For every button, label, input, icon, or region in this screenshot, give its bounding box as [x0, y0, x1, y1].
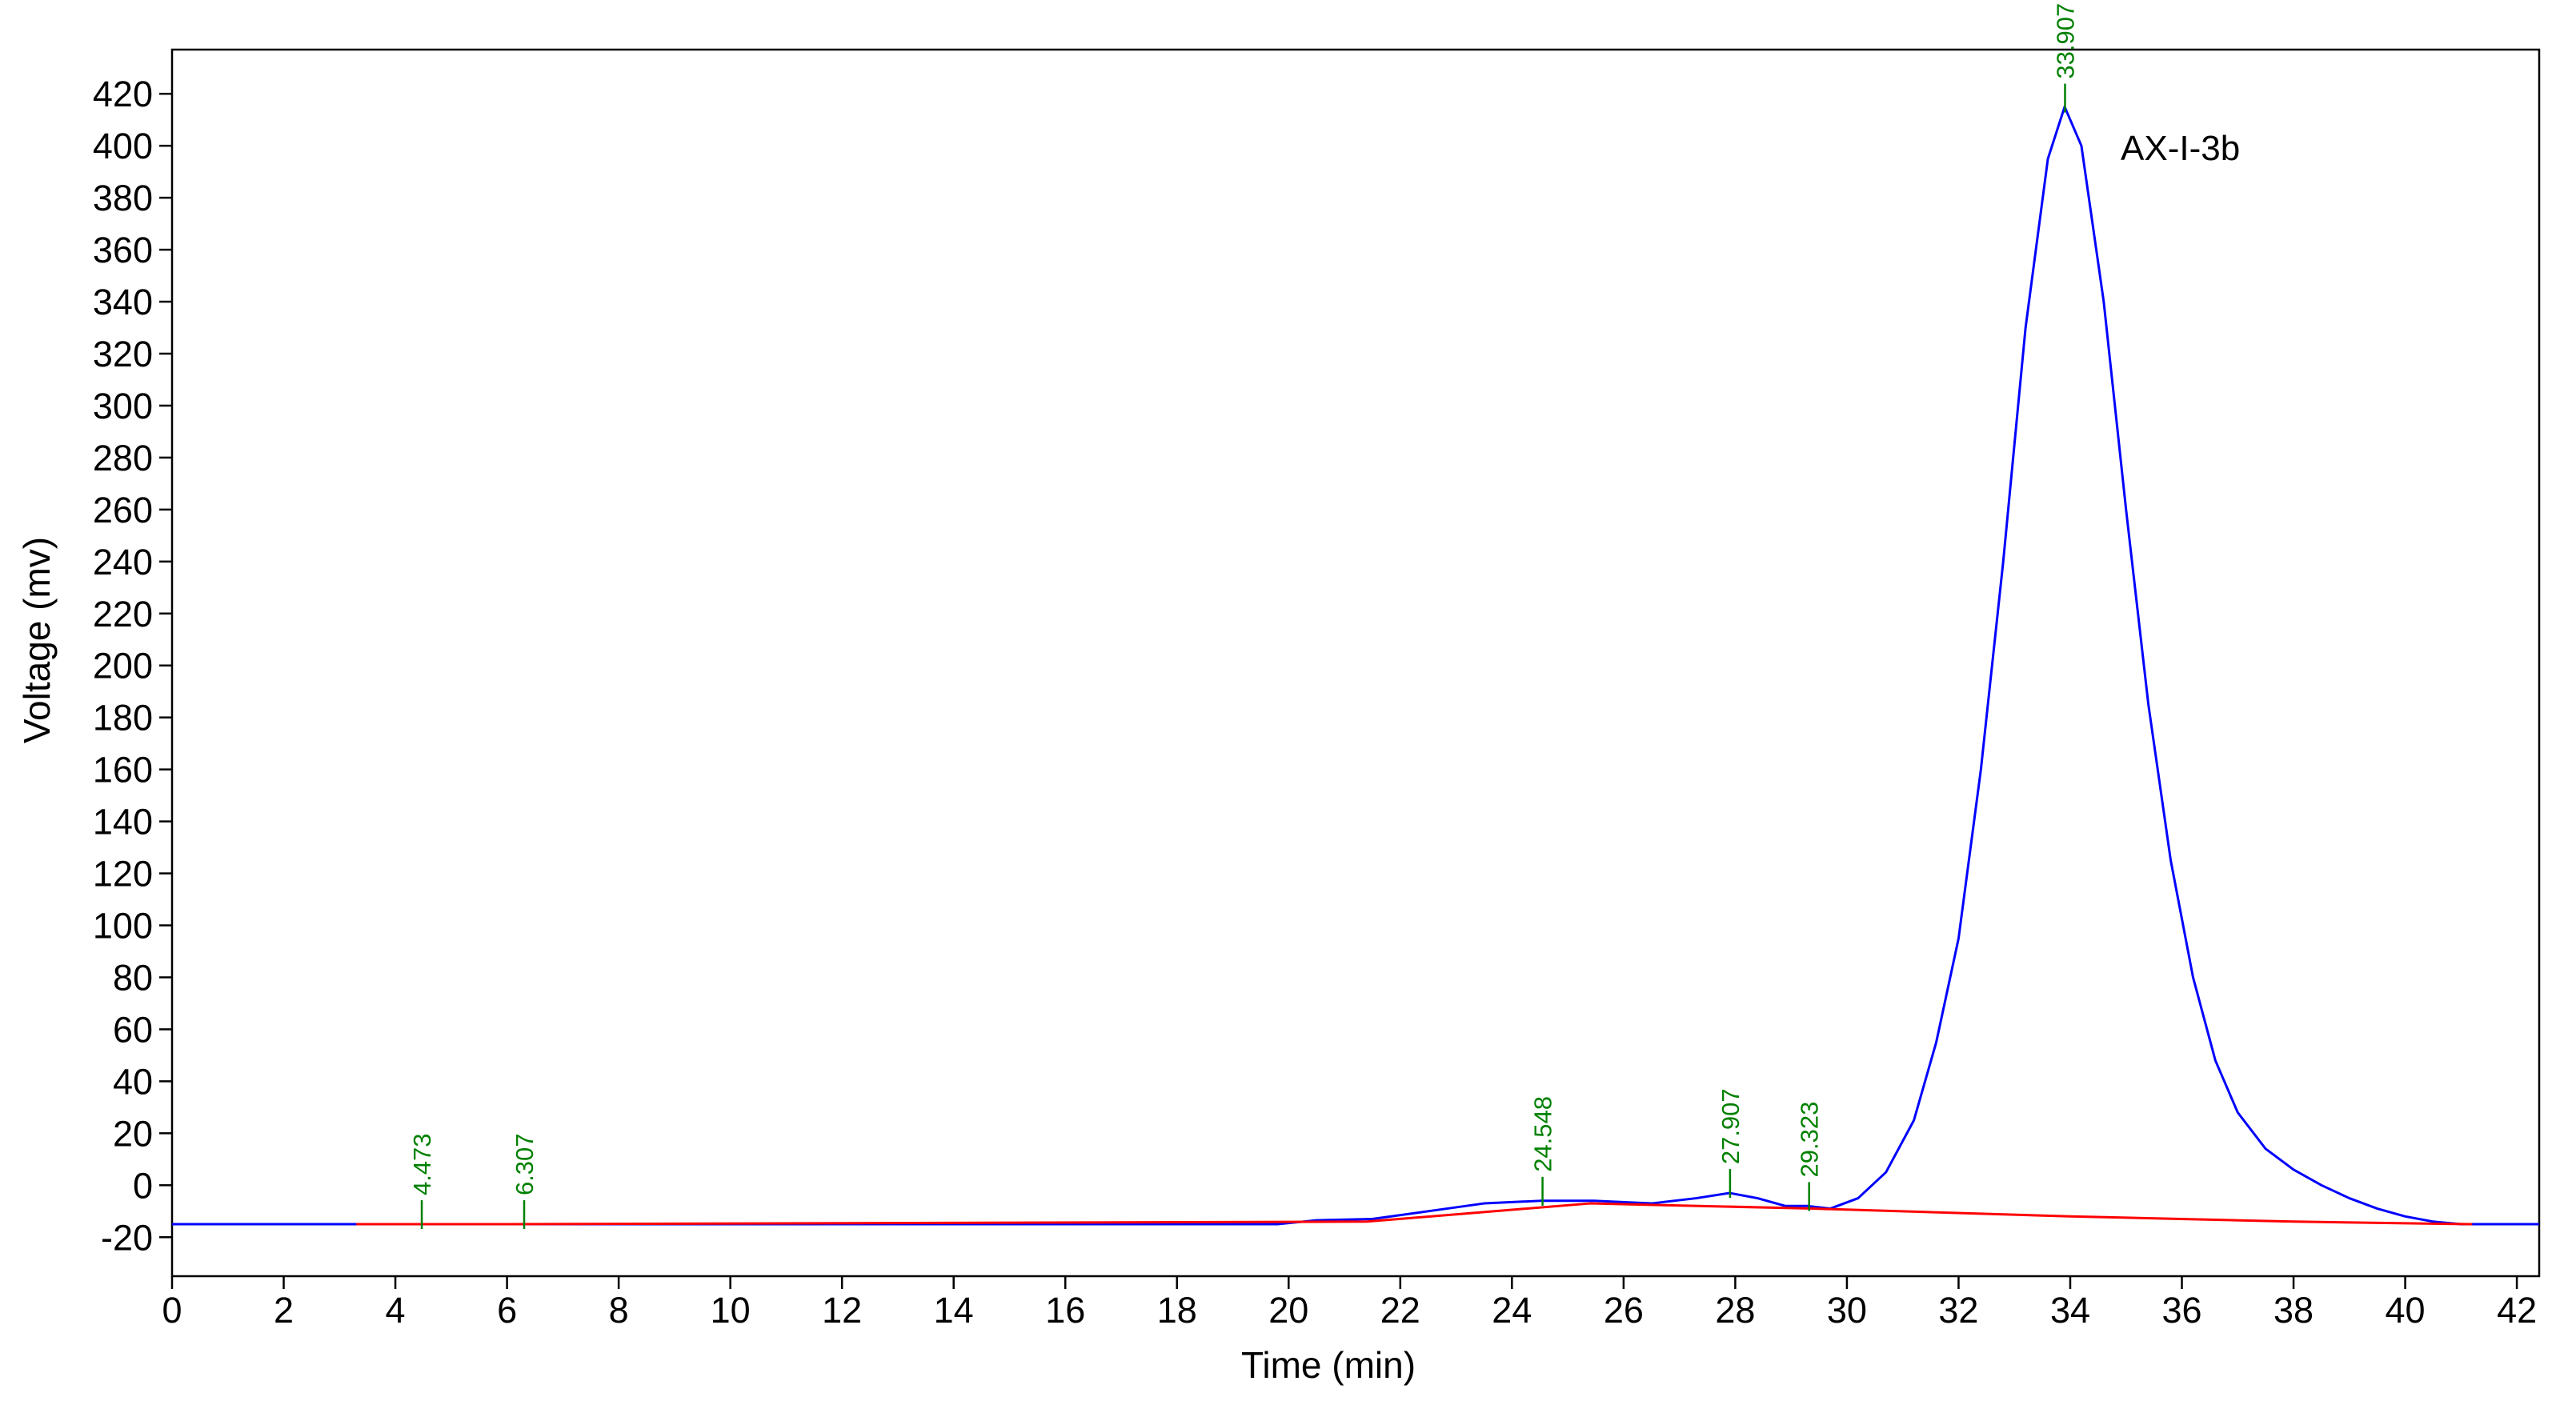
- y-tick-label: -20: [101, 1217, 153, 1258]
- x-axis-label: Time (min): [1241, 1344, 1416, 1386]
- y-tick-label: 20: [113, 1113, 153, 1154]
- y-tick-label: 420: [93, 74, 153, 114]
- y-tick-label: 300: [93, 386, 153, 426]
- y-tick-label: 200: [93, 646, 153, 686]
- plot-frame: [170, 48, 2541, 1278]
- peak-label: 29.323: [1796, 1102, 1824, 1178]
- y-axis-label: Voltage (mv): [16, 537, 58, 743]
- y-tick-label: 220: [93, 594, 153, 634]
- x-tick-label: 40: [2386, 1290, 2426, 1331]
- peak-label: 6.307: [511, 1133, 539, 1195]
- x-tick-label: 34: [2050, 1290, 2090, 1331]
- y-tick-label: 340: [93, 282, 153, 322]
- x-tick-label: 30: [1827, 1290, 1867, 1331]
- y-tick-label: 320: [93, 334, 153, 374]
- x-tick-label: 10: [711, 1290, 751, 1331]
- y-tick-label: 160: [93, 750, 153, 791]
- y-tick-label: 120: [93, 854, 153, 895]
- y-tick-label: 180: [93, 698, 153, 739]
- y-tick-label: 240: [93, 542, 153, 582]
- annotation: AX-I-3b: [2121, 129, 2240, 168]
- trace: [172, 105, 2539, 1226]
- y-tick-label: 360: [93, 230, 153, 270]
- y-tick-label: 100: [93, 906, 153, 947]
- y-tick-label: 260: [93, 490, 153, 530]
- y-tick-label: 40: [113, 1061, 153, 1102]
- y-tick-label: 400: [93, 126, 153, 166]
- x-tick-label: 14: [934, 1290, 974, 1331]
- trace: [356, 1202, 2473, 1226]
- x-tick-label: 24: [1492, 1290, 1532, 1331]
- x-tick-label: 6: [497, 1290, 517, 1331]
- peak-label: 24.548: [1529, 1096, 1557, 1172]
- x-tick-label: 16: [1045, 1290, 1085, 1331]
- x-tick-label: 36: [2161, 1290, 2201, 1331]
- x-tick-label: 12: [822, 1290, 862, 1331]
- x-tick-label: 28: [1715, 1290, 1755, 1331]
- peak-label: 33.907: [2051, 3, 2079, 79]
- x-tick-label: 38: [2274, 1290, 2314, 1331]
- peak-label: 27.907: [1717, 1088, 1745, 1164]
- y-tick-label: 60: [113, 1009, 153, 1050]
- x-tick-label: 2: [274, 1290, 294, 1331]
- x-tick-label: 22: [1380, 1290, 1420, 1331]
- x-tick-label: 42: [2497, 1290, 2537, 1331]
- y-tick-label: 0: [133, 1165, 153, 1206]
- x-tick-label: 20: [1268, 1290, 1308, 1331]
- x-tick-label: 18: [1157, 1290, 1197, 1331]
- y-tick-label: 140: [93, 802, 153, 843]
- x-tick-label: 4: [386, 1290, 406, 1331]
- x-tick-label: 0: [162, 1290, 182, 1331]
- x-tick-label: 32: [1938, 1290, 1978, 1331]
- peak-label: 4.473: [408, 1133, 436, 1195]
- y-tick-label: 80: [113, 957, 153, 998]
- x-tick-label: 26: [1604, 1290, 1644, 1331]
- x-tick-label: 8: [609, 1290, 629, 1331]
- y-tick-label: 280: [93, 438, 153, 478]
- y-tick-label: 380: [93, 178, 153, 218]
